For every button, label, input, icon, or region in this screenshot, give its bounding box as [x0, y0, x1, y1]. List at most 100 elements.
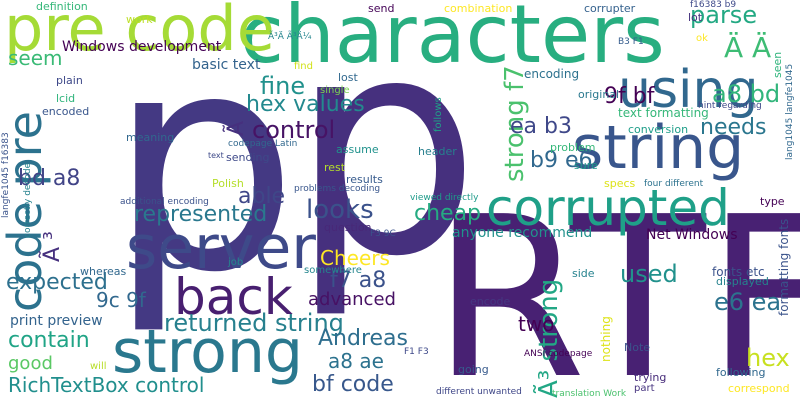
- word-used: used: [620, 260, 678, 288]
- word-find: find: [294, 61, 313, 72]
- word-problem: problem: [550, 141, 596, 154]
- word-a8-ae: a8 ae: [328, 349, 384, 373]
- word-lang1045: lang1045 langfe1045: [785, 63, 795, 160]
- word-fonts-etc: fonts etc: [712, 265, 765, 279]
- word-ok: ok: [696, 33, 708, 44]
- word-correspond: correspond: [728, 382, 790, 395]
- word-f3-9c: F3 9C: [370, 229, 396, 239]
- word-fine: fine: [260, 72, 306, 100]
- word-hex-values: hex values: [246, 92, 365, 117]
- word-definition: definition: [36, 0, 88, 13]
- word-single: single: [320, 85, 350, 96]
- word-specs: specs: [604, 177, 636, 190]
- word-trying: trying: [634, 371, 667, 384]
- word-richtextbox-control: RichTextBox control: [8, 373, 205, 397]
- word-a-a: Ä Ä: [724, 31, 772, 64]
- word-encoding: encoding: [524, 67, 580, 81]
- word-going: going: [458, 363, 489, 376]
- word-characters: characters: [240, 0, 665, 81]
- word-whereas: whereas: [80, 265, 127, 278]
- word-sending: sending: [226, 151, 270, 164]
- word-results: results: [346, 173, 383, 186]
- word-ansi-codepage: ANSI codepage: [524, 349, 593, 359]
- word-displayed: displayed: [716, 275, 769, 288]
- word-formatting-fonts: formatting fonts: [777, 218, 791, 316]
- word-a8-bd: a8 bd: [712, 80, 781, 108]
- word-corrupted: corrupted: [486, 179, 730, 237]
- word-sure: sure: [574, 159, 598, 172]
- word-seem: seem: [8, 46, 63, 70]
- word-lot: lot: [688, 11, 703, 24]
- word-side: side: [572, 267, 595, 280]
- word-rest: rest: [324, 161, 346, 174]
- word-following: following: [716, 366, 766, 379]
- word-p-left: p: [108, 0, 299, 338]
- word-ea-b3: ea b3: [510, 114, 572, 139]
- word-9f-bf: 9f bf: [604, 84, 655, 109]
- word-problems-decoding: problems decoding: [294, 184, 381, 194]
- word-hint-regarding: hint regarding: [698, 101, 762, 111]
- word-rtf: RTF: [432, 170, 800, 400]
- word-able: able: [238, 184, 286, 209]
- word-strong: strong: [112, 317, 303, 387]
- word-nothing: nothing: [599, 316, 613, 362]
- word-hex: hex: [746, 344, 790, 372]
- word-encoded: encoded: [42, 105, 90, 118]
- word-send: send: [368, 2, 395, 15]
- word-conversion: conversion: [628, 123, 689, 136]
- word-server: server: [126, 213, 316, 283]
- word-b9-e6: b9 e6: [530, 148, 593, 173]
- word-bf-code: bf code: [312, 372, 394, 397]
- word-different-unwanted: different unwanted: [436, 387, 522, 397]
- word-work: work: [126, 13, 153, 26]
- word-langfe1045-f16383: langfe1045 f16383: [1, 132, 11, 218]
- word-parse: parse: [690, 1, 758, 29]
- word-back: back: [174, 268, 293, 326]
- word-job: job: [228, 257, 244, 268]
- word-anyone-recommend: anyone recommend: [452, 225, 593, 241]
- word-additional-encoding: additional encoding: [120, 197, 209, 207]
- word-needs: needs: [700, 115, 767, 140]
- word-a3-strong: Ã³ strong: [534, 278, 564, 398]
- word-translation-work: translation Work: [552, 389, 627, 399]
- word-control: control: [252, 116, 336, 144]
- word-f7-a8: f7 a8: [330, 268, 387, 293]
- word-pre-code: pre code: [4, 0, 275, 65]
- word-correctly-decode: correctly decode: [23, 162, 33, 238]
- word-text-formatting: text formatting: [618, 106, 709, 120]
- word-basic-text: basic text: [192, 57, 261, 73]
- word-viewed-directly: viewed directly: [410, 193, 479, 203]
- word-lost: lost: [338, 71, 358, 84]
- word-note: Note: [624, 341, 651, 354]
- word-using: using: [618, 60, 759, 120]
- word-four-different: four different: [644, 179, 704, 189]
- word-a-tilde-2: Ã ³: [40, 231, 65, 262]
- word-corrupter: corrupter: [584, 2, 636, 15]
- word-somewhere: somewhere: [304, 265, 362, 276]
- word-andreas: Andreas: [318, 326, 408, 351]
- word-meaning: meaning: [126, 131, 175, 144]
- word-original: original: [578, 88, 620, 101]
- word-codepage-latin: codepage Latin: [228, 139, 298, 149]
- word-type: type: [760, 195, 785, 208]
- word-assume: assume: [336, 143, 379, 156]
- word-a3a-a3a: Ã³Ä Ã³Ä¼: [268, 32, 312, 42]
- word-looks: looks: [306, 195, 374, 225]
- word-p-right: p: [290, 0, 481, 322]
- word-b3-f1: B3 F1: [618, 37, 644, 47]
- word-question: question: [324, 221, 372, 234]
- word-header: header: [418, 145, 457, 158]
- word-advanced: advanced: [308, 289, 396, 310]
- word-cheap: cheap: [414, 201, 482, 226]
- word-text: text: [208, 151, 224, 160]
- word-a-tilde-1: Ã: [224, 120, 249, 136]
- word-9c-9f: 9c 9f: [96, 288, 146, 312]
- word-lcid: lcid: [56, 92, 76, 105]
- word-combination: combination: [444, 2, 513, 15]
- word-two: two: [518, 312, 555, 336]
- word-string: string: [572, 113, 745, 183]
- word-will: will: [90, 361, 107, 372]
- word-good: good: [8, 353, 53, 374]
- word-f16383-b9: f16383 b9: [690, 0, 737, 10]
